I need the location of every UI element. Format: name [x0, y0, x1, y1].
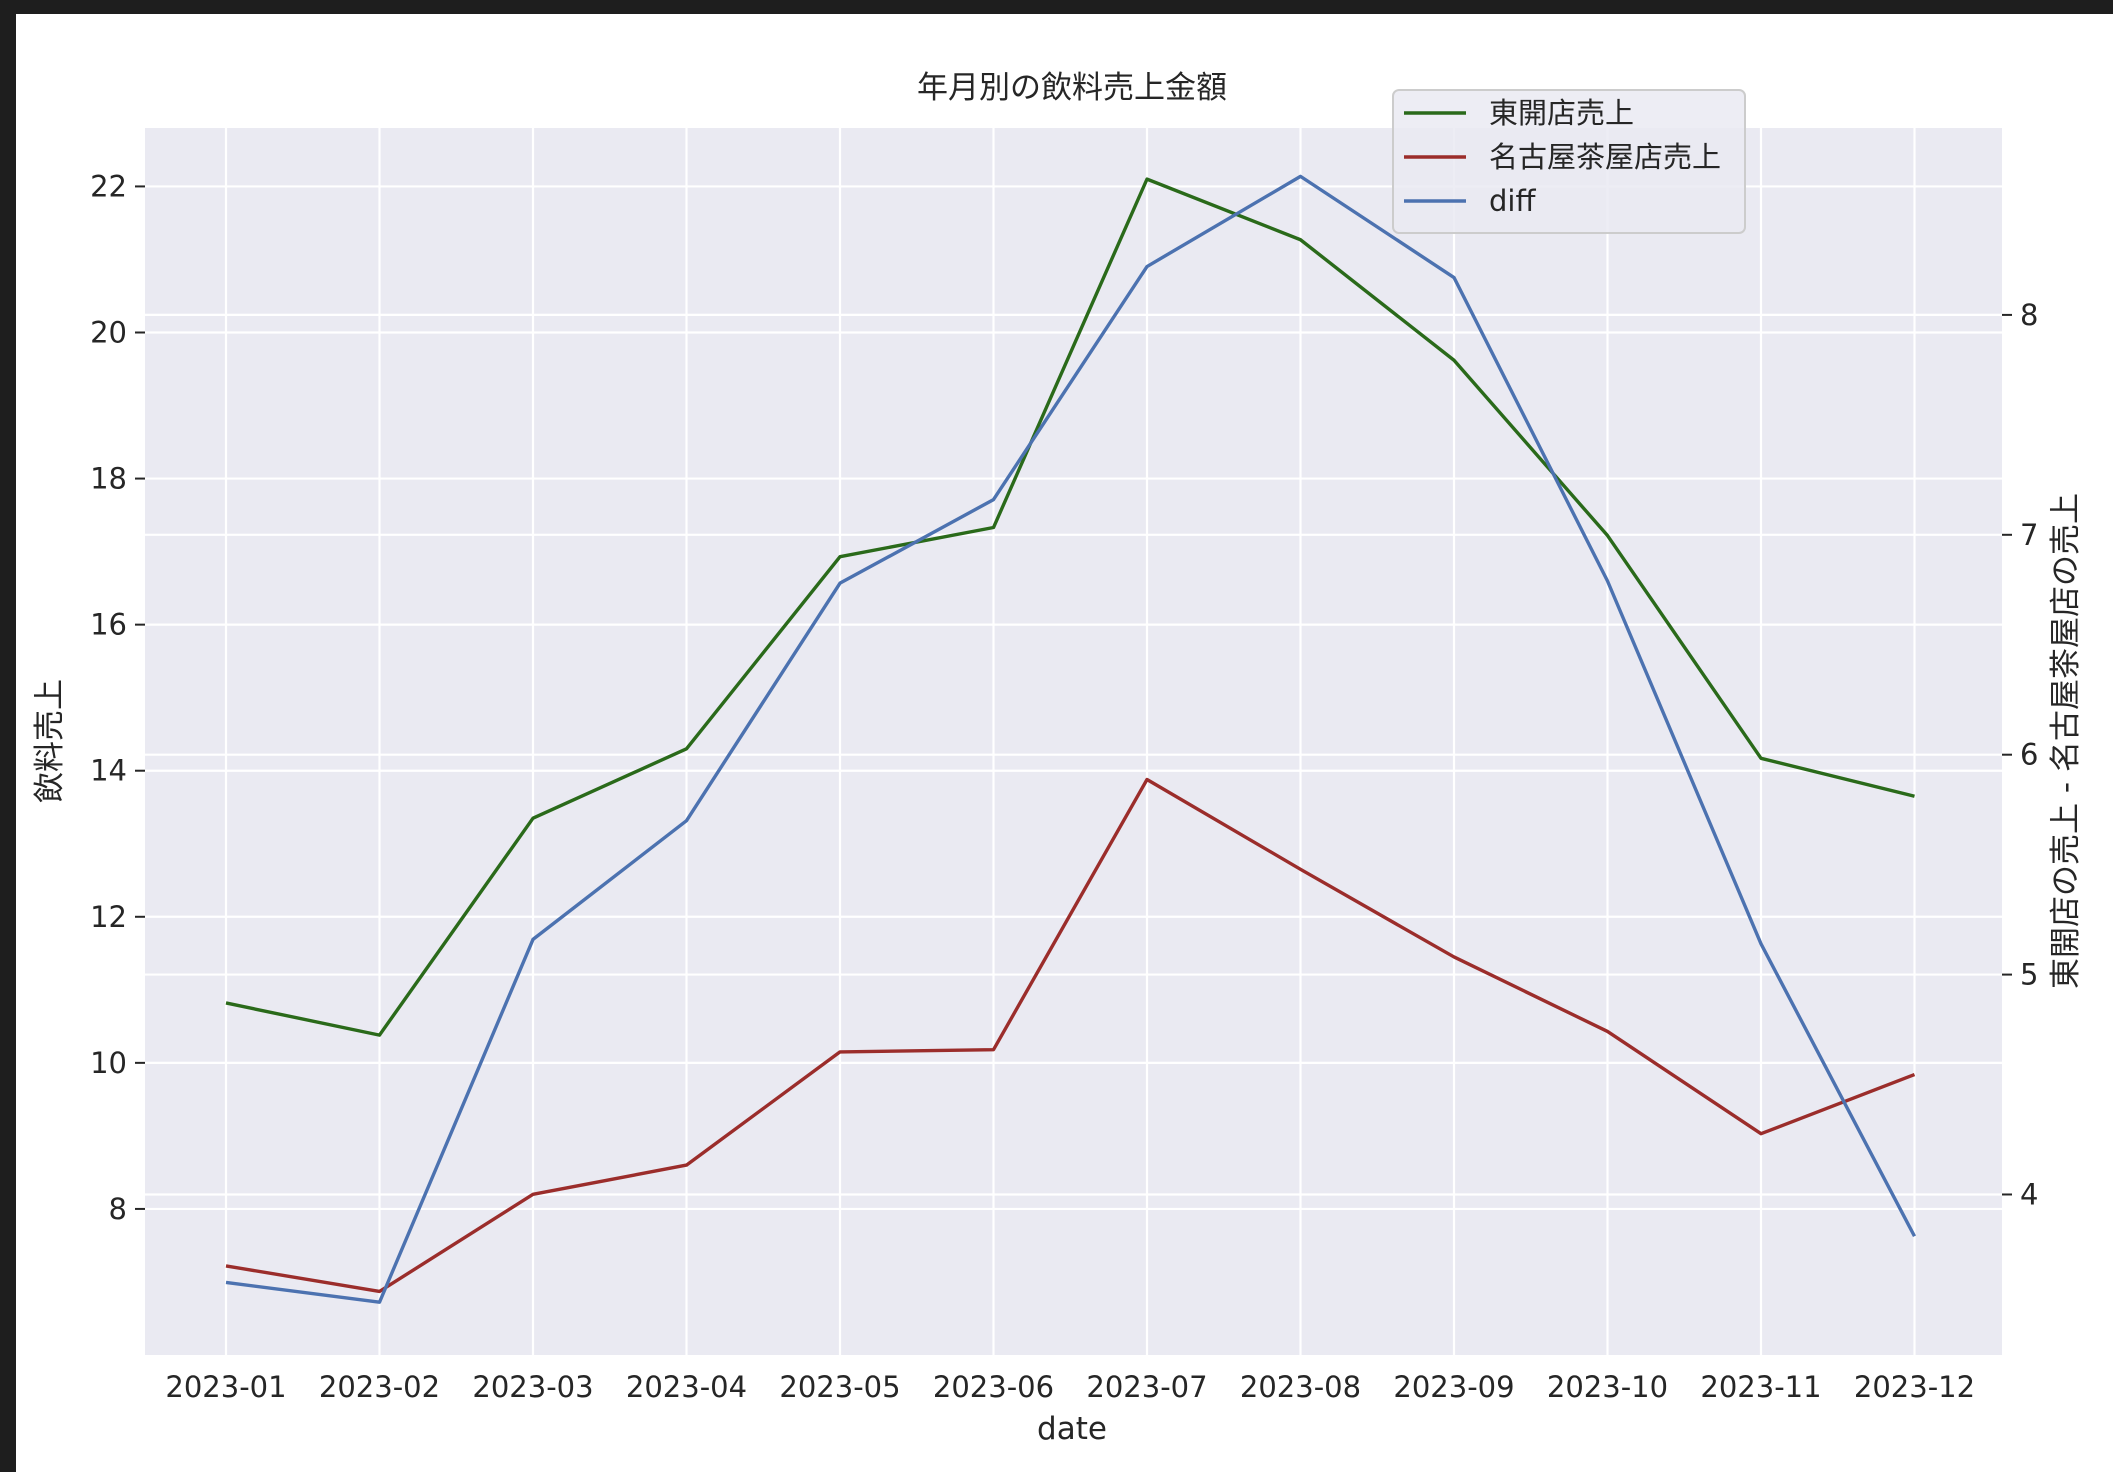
y-tick-label-right: 7 — [2020, 518, 2038, 552]
y-tick-label-left: 12 — [90, 900, 127, 934]
y-tick-label-right: 8 — [2020, 298, 2038, 332]
y-axis-label-right: 東開店の売上 - 名古屋茶屋店の売上 — [2048, 493, 2084, 989]
x-axis-label: date — [1037, 1411, 1107, 1447]
y-axis-label-left: 飲料売上 — [32, 679, 68, 803]
x-tick-label: 2023-10 — [1547, 1370, 1668, 1404]
y-tick-label-left: 8 — [109, 1192, 127, 1226]
y-tick-label-right: 6 — [2020, 738, 2038, 772]
y-tick-label-left: 14 — [90, 754, 127, 788]
legend-box — [1392, 89, 1746, 234]
grid — [145, 128, 2002, 1355]
x-tick-label: 2023-08 — [1240, 1370, 1361, 1404]
line-chart: 8 10 12 14 16 18 20 22 4 5 6 7 8 2023-01 2023-02 2023-0… — [32, 70, 2084, 1447]
x-tick-label: 2023-02 — [319, 1370, 440, 1404]
x-tick-label: 2023-07 — [1086, 1370, 1207, 1404]
y-tick-label-left: 22 — [90, 169, 127, 203]
legend-label: 名古屋茶屋店売上 — [1489, 140, 1721, 174]
y-tick-label-left: 10 — [90, 1046, 127, 1080]
series-line — [225, 174, 1917, 1304]
x-tick-label: 2023-04 — [626, 1370, 747, 1404]
legend-label: diff — [1489, 184, 1536, 218]
chart-figure: 8 10 12 14 16 18 20 22 4 5 6 7 8 2023-01 2023-02 2023-0… — [16, 14, 2113, 1472]
x-tick-label: 2023-05 — [779, 1370, 900, 1404]
y-tick-label-left: 20 — [90, 316, 127, 350]
x-tick-label: 2023-09 — [1393, 1370, 1514, 1404]
x-tick-label: 2023-01 — [165, 1370, 286, 1404]
y-tick-label-left: 16 — [90, 608, 127, 642]
y-tick-label-right: 5 — [2020, 958, 2038, 992]
chart-title: 年月別の飲料売上金額 — [917, 70, 1227, 106]
y-tick-label-left: 18 — [90, 462, 127, 496]
series-line — [225, 177, 1915, 1037]
plot-area — [145, 128, 2002, 1355]
x-tick-label: 2023-06 — [933, 1370, 1054, 1404]
x-tick-label: 2023-03 — [472, 1370, 593, 1404]
legend-label: 東開店売上 — [1489, 96, 1634, 130]
y-tick-label-right: 4 — [2020, 1177, 2038, 1211]
x-tick-label: 2023-11 — [1700, 1370, 1821, 1404]
series-line — [225, 777, 1916, 1294]
x-tick-label: 2023-12 — [1854, 1370, 1975, 1404]
